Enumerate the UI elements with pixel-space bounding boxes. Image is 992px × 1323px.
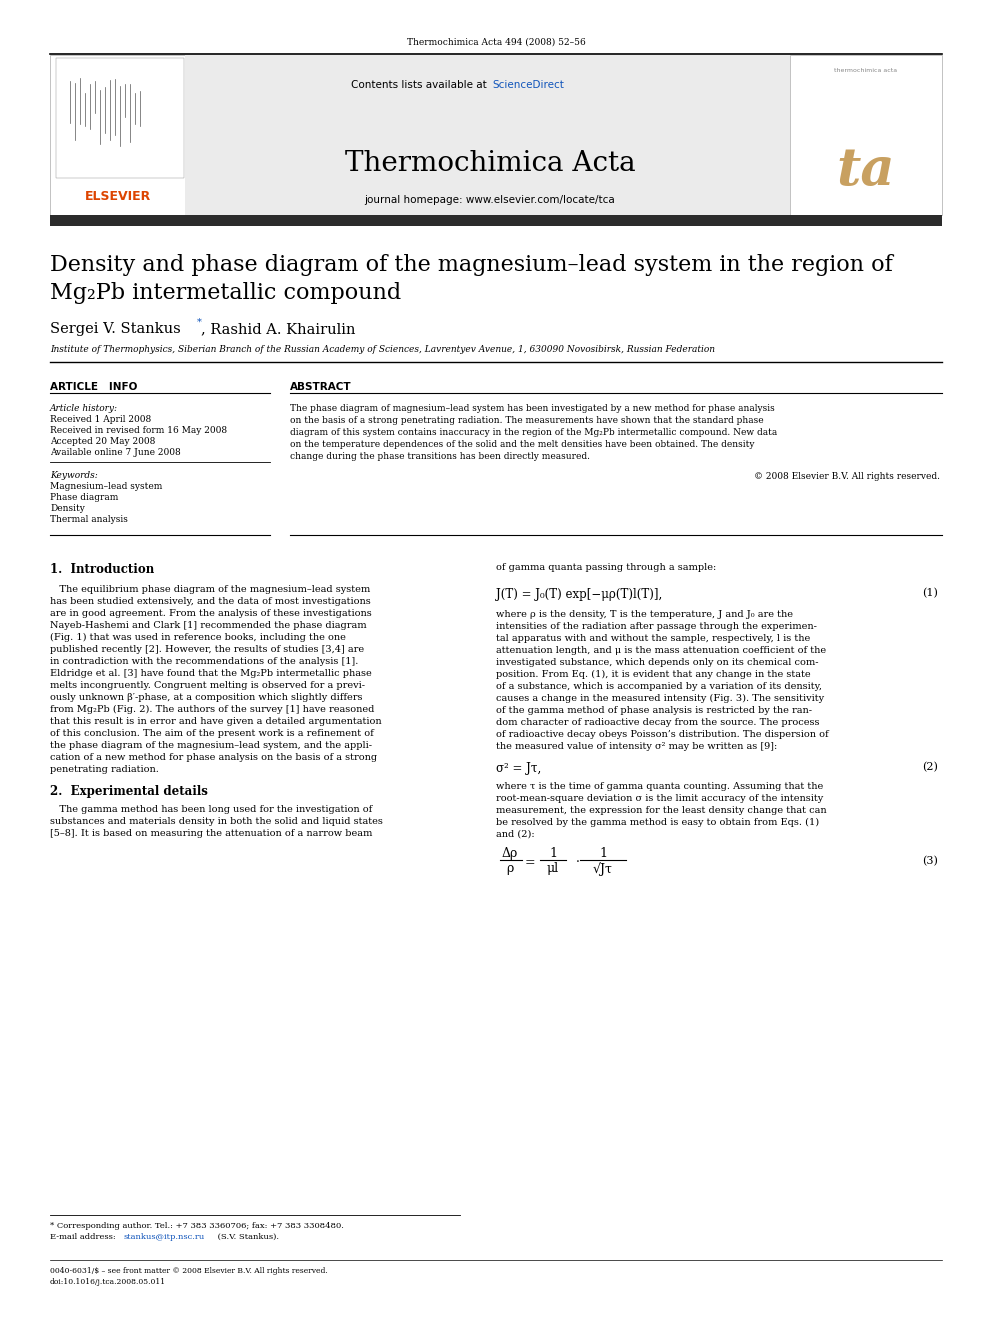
Text: ABSTRACT: ABSTRACT <box>290 382 351 392</box>
Text: investigated substance, which depends only on its chemical com-: investigated substance, which depends on… <box>496 658 818 667</box>
Text: Thermochimica Acta: Thermochimica Acta <box>344 149 635 177</box>
Text: journal homepage: www.elsevier.com/locate/tca: journal homepage: www.elsevier.com/locat… <box>365 194 615 205</box>
Text: μl: μl <box>547 863 559 875</box>
Text: in contradiction with the recommendations of the analysis [1].: in contradiction with the recommendation… <box>50 658 358 665</box>
Text: (3): (3) <box>923 856 938 867</box>
Bar <box>50 216 942 226</box>
Text: ρ: ρ <box>506 863 514 875</box>
Text: that this result is in error and have given a detailed argumentation: that this result is in error and have gi… <box>50 717 382 726</box>
Text: 1: 1 <box>549 847 557 860</box>
Bar <box>790 56 942 216</box>
Text: tal apparatus with and without the sample, respectively, l is the: tal apparatus with and without the sampl… <box>496 634 810 643</box>
Text: substances and materials density in both the solid and liquid states: substances and materials density in both… <box>50 818 383 826</box>
Bar <box>56 58 184 179</box>
Text: (2): (2) <box>923 762 938 773</box>
Text: 1.  Introduction: 1. Introduction <box>50 564 154 576</box>
Text: Article history:: Article history: <box>50 404 118 413</box>
Text: change during the phase transitions has been directly measured.: change during the phase transitions has … <box>290 452 590 460</box>
Text: from Mg₂Pb (Fig. 2). The authors of the survey [1] have reasoned: from Mg₂Pb (Fig. 2). The authors of the … <box>50 705 374 714</box>
Text: 1: 1 <box>599 847 607 860</box>
Text: of this conclusion. The aim of the present work is a refinement of: of this conclusion. The aim of the prese… <box>50 729 374 738</box>
Text: Contents lists available at: Contents lists available at <box>351 79 490 90</box>
Bar <box>50 56 185 216</box>
Text: Institute of Thermophysics, Siberian Branch of the Russian Academy of Sciences, : Institute of Thermophysics, Siberian Bra… <box>50 345 715 355</box>
Text: Density and phase diagram of the magnesium–lead system in the region of: Density and phase diagram of the magnesi… <box>50 254 893 277</box>
Text: Sergei V. Stankus: Sergei V. Stankus <box>50 321 181 336</box>
Text: The phase diagram of magnesium–lead system has been investigated by a new method: The phase diagram of magnesium–lead syst… <box>290 404 775 413</box>
Text: intensities of the radiation after passage through the experimen-: intensities of the radiation after passa… <box>496 622 816 631</box>
Text: Δρ: Δρ <box>502 847 518 860</box>
Text: Mg₂Pb intermetallic compound: Mg₂Pb intermetallic compound <box>50 282 401 304</box>
Text: ScienceDirect: ScienceDirect <box>492 79 563 90</box>
Text: of a substance, which is accompanied by a variation of its density,: of a substance, which is accompanied by … <box>496 681 822 691</box>
Text: where τ is the time of gamma quanta counting. Assuming that the: where τ is the time of gamma quanta coun… <box>496 782 823 791</box>
Text: [5–8]. It is based on measuring the attenuation of a narrow beam: [5–8]. It is based on measuring the atte… <box>50 830 372 837</box>
Text: published recently [2]. However, the results of studies [3,4] are: published recently [2]. However, the res… <box>50 646 364 654</box>
Text: Thermochimica Acta 494 (2008) 52–56: Thermochimica Acta 494 (2008) 52–56 <box>407 38 585 48</box>
Text: dom character of radioactive decay from the source. The process: dom character of radioactive decay from … <box>496 718 819 728</box>
Bar <box>185 56 790 216</box>
Text: of the gamma method of phase analysis is restricted by the ran-: of the gamma method of phase analysis is… <box>496 706 812 714</box>
Text: Phase diagram: Phase diagram <box>50 493 118 501</box>
Text: ta: ta <box>836 146 895 196</box>
Text: © 2008 Elsevier B.V. All rights reserved.: © 2008 Elsevier B.V. All rights reserved… <box>754 472 940 482</box>
Text: E-mail address:: E-mail address: <box>50 1233 118 1241</box>
Text: root-mean-square deviation σ is the limit accuracy of the intensity: root-mean-square deviation σ is the limi… <box>496 794 823 803</box>
Text: Eldridge et al. [3] have found that the Mg₂Pb intermetallic phase: Eldridge et al. [3] have found that the … <box>50 669 372 677</box>
Text: √Jτ: √Jτ <box>593 863 613 876</box>
Text: position. From Eq. (1), it is evident that any change in the state: position. From Eq. (1), it is evident th… <box>496 669 810 679</box>
Text: Available online 7 June 2008: Available online 7 June 2008 <box>50 448 181 456</box>
Text: Received in revised form 16 May 2008: Received in revised form 16 May 2008 <box>50 426 227 435</box>
Text: ARTICLE   INFO: ARTICLE INFO <box>50 382 137 392</box>
Text: Received 1 April 2008: Received 1 April 2008 <box>50 415 151 423</box>
Text: * Corresponding author. Tel.: +7 383 3360706; fax: +7 383 3308480.: * Corresponding author. Tel.: +7 383 336… <box>50 1222 344 1230</box>
Text: causes a change in the measured intensity (Fig. 3). The sensitivity: causes a change in the measured intensit… <box>496 695 824 703</box>
Text: , Rashid A. Khairulin: , Rashid A. Khairulin <box>201 321 355 336</box>
Text: doi:10.1016/j.tca.2008.05.011: doi:10.1016/j.tca.2008.05.011 <box>50 1278 166 1286</box>
Text: J(T) = J₀(T) exp[−μρ(T)l(T)],: J(T) = J₀(T) exp[−μρ(T)l(T)], <box>496 587 663 601</box>
Text: cation of a new method for phase analysis on the basis of a strong: cation of a new method for phase analysi… <box>50 753 377 762</box>
Text: are in good agreement. From the analysis of these investigations: are in good agreement. From the analysis… <box>50 609 372 618</box>
Text: Thermal analysis: Thermal analysis <box>50 515 128 524</box>
Text: 0040-6031/$ – see front matter © 2008 Elsevier B.V. All rights reserved.: 0040-6031/$ – see front matter © 2008 El… <box>50 1267 327 1275</box>
Text: stankus@itp.nsc.ru: stankus@itp.nsc.ru <box>124 1233 205 1241</box>
Text: Nayeb-Hashemi and Clark [1] recommended the phase diagram: Nayeb-Hashemi and Clark [1] recommended … <box>50 620 367 630</box>
Text: on the temperature dependences of the solid and the melt densities have been obt: on the temperature dependences of the so… <box>290 441 755 448</box>
Text: of gamma quanta passing through a sample:: of gamma quanta passing through a sample… <box>496 564 716 572</box>
Text: the phase diagram of the magnesium–lead system, and the appli-: the phase diagram of the magnesium–lead … <box>50 741 372 750</box>
Text: thermochimica acta: thermochimica acta <box>834 67 898 73</box>
Text: has been studied extensively, and the data of most investigations: has been studied extensively, and the da… <box>50 597 371 606</box>
Text: Accepted 20 May 2008: Accepted 20 May 2008 <box>50 437 156 446</box>
Text: *: * <box>197 318 202 327</box>
Text: attenuation length, and μ is the mass attenuation coefficient of the: attenuation length, and μ is the mass at… <box>496 646 826 655</box>
Text: Magnesium–lead system: Magnesium–lead system <box>50 482 163 491</box>
Text: measurement, the expression for the least density change that can: measurement, the expression for the leas… <box>496 806 826 815</box>
Text: ELSEVIER: ELSEVIER <box>85 191 151 202</box>
Text: on the basis of a strong penetrating radiation. The measurements have shown that: on the basis of a strong penetrating rad… <box>290 415 764 425</box>
Text: of radioactive decay obeys Poisson’s distribution. The dispersion of: of radioactive decay obeys Poisson’s dis… <box>496 730 828 740</box>
Text: 2.  Experimental details: 2. Experimental details <box>50 785 208 798</box>
Text: ously unknown β′-phase, at a composition which slightly differs: ously unknown β′-phase, at a composition… <box>50 693 362 703</box>
Text: diagram of this system contains inaccuracy in the region of the Mg₂Pb intermetal: diagram of this system contains inaccura… <box>290 429 778 437</box>
Text: The equilibrium phase diagram of the magnesium–lead system: The equilibrium phase diagram of the mag… <box>50 585 370 594</box>
Text: be resolved by the gamma method is easy to obtain from Eqs. (1): be resolved by the gamma method is easy … <box>496 818 819 827</box>
Text: Density: Density <box>50 504 85 513</box>
Text: σ² = Jτ,: σ² = Jτ, <box>496 762 542 775</box>
Text: The gamma method has been long used for the investigation of: The gamma method has been long used for … <box>50 804 372 814</box>
Text: the measured value of intensity σ² may be written as [9]:: the measured value of intensity σ² may b… <box>496 742 778 751</box>
Text: ·: · <box>576 856 580 869</box>
Text: and (2):: and (2): <box>496 830 535 839</box>
Text: penetrating radiation.: penetrating radiation. <box>50 765 159 774</box>
Text: =: = <box>525 856 536 869</box>
Text: (S.V. Stankus).: (S.V. Stankus). <box>215 1233 279 1241</box>
Text: melts incongruently. Congruent melting is observed for a previ-: melts incongruently. Congruent melting i… <box>50 681 365 691</box>
Text: (Fig. 1) that was used in reference books, including the one: (Fig. 1) that was used in reference book… <box>50 632 346 642</box>
Text: where ρ is the density, T is the temperature, J and J₀ are the: where ρ is the density, T is the tempera… <box>496 610 793 619</box>
Text: Keywords:: Keywords: <box>50 471 98 480</box>
Text: (1): (1) <box>923 587 938 598</box>
